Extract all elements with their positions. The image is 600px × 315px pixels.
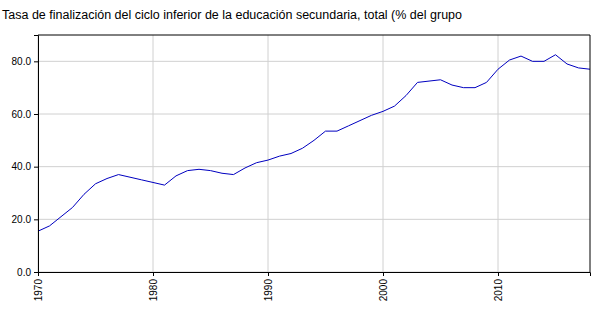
axis-line [34, 36, 39, 273]
tick-label: 60.0 [12, 109, 32, 120]
tick-mark [34, 272, 38, 273]
x-axis: 1970 1980 1990 2000 2010 [33, 272, 591, 301]
tick: 2000 [378, 272, 389, 301]
tick: 0.0 [17, 267, 38, 278]
grid-line [268, 35, 269, 272]
grid-line [38, 114, 590, 115]
tick: 1990 [263, 272, 274, 301]
tick: 40.0 [12, 161, 38, 172]
tick-mark [153, 272, 154, 276]
title: Tasa de finalización del ciclo inferior … [2, 8, 462, 22]
grid-line [38, 219, 590, 220]
tick: 2010 [493, 272, 504, 301]
grid-line [498, 35, 499, 272]
tick-mark [498, 272, 499, 276]
marks [38, 55, 590, 231]
tick-label: 20.0 [12, 214, 32, 225]
frame [38, 35, 590, 36]
line [38, 55, 590, 231]
tick-label: 1990 [263, 279, 274, 302]
tick: 1970 [33, 272, 44, 301]
tick: 60.0 [12, 109, 38, 120]
tick-label: 2010 [493, 279, 504, 302]
tick-mark [34, 167, 38, 168]
tick-label: 1980 [148, 279, 159, 302]
tick-label: 1970 [33, 279, 44, 302]
grid [38, 35, 590, 272]
tick-label: 0.0 [17, 267, 31, 278]
tick: 20.0 [12, 214, 38, 225]
tick-mark [383, 272, 384, 276]
tick-label: 80.0 [12, 56, 32, 67]
tick-label: 2000 [378, 279, 389, 302]
frame [590, 35, 591, 272]
grid-line [383, 35, 384, 272]
chart: Tasa de finalización del ciclo inferior … [0, 0, 600, 315]
tick-label: 40.0 [12, 161, 32, 172]
grid-line [38, 166, 590, 167]
tick-mark [38, 272, 39, 276]
tick: 80.0 [12, 56, 38, 67]
tick-mark [34, 114, 38, 115]
tick-mark [34, 61, 38, 62]
tick-mark [34, 219, 38, 220]
tick-mark [268, 272, 269, 276]
grid-line [153, 35, 154, 272]
axis-line [39, 273, 591, 277]
tick: 1980 [148, 272, 159, 301]
plot: 0.0 20.0 40.0 60.0 80.0 1970 1980 1990 2000 2010 [12, 35, 591, 301]
y-axis: 0.0 20.0 40.0 60.0 80.0 [12, 36, 39, 278]
